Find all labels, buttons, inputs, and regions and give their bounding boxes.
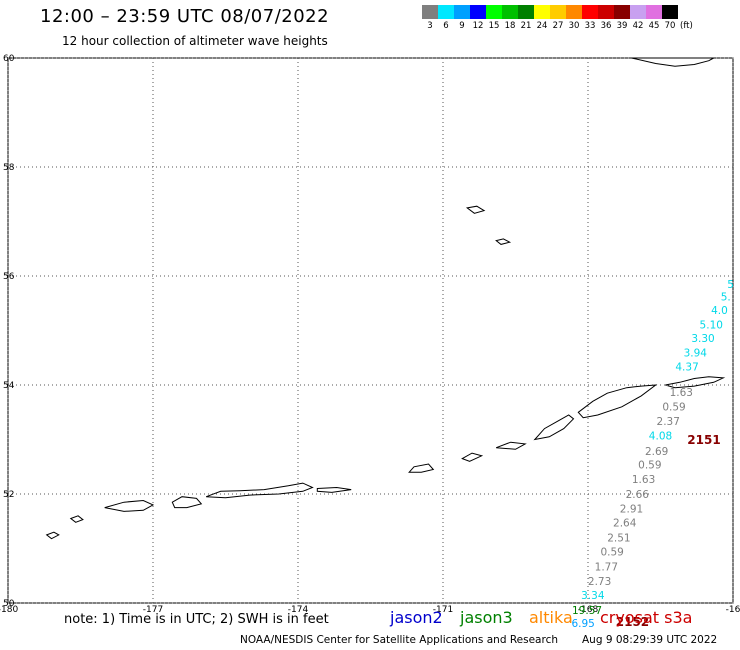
island-coastline bbox=[665, 376, 726, 389]
wave-height-value: 2.64 bbox=[613, 518, 637, 530]
wave-height-value: 4.08 bbox=[649, 431, 672, 443]
wave-height-value: 19.57 bbox=[572, 605, 602, 617]
lat-tick-label: 54 bbox=[3, 381, 15, 391]
legend-label-70: 70 bbox=[664, 21, 676, 31]
satellite-jason2-label: jason2 bbox=[390, 608, 443, 627]
legend-swatch-33 bbox=[582, 5, 598, 19]
legend-swatch-9 bbox=[454, 5, 470, 19]
legend-label-12: 12 bbox=[472, 21, 484, 31]
lon-tick-label: -180 bbox=[0, 605, 18, 615]
generation-timestamp: Aug 9 08:29:39 UTC 2022 bbox=[582, 634, 718, 646]
island-coastline bbox=[495, 238, 512, 245]
legend-swatch-18 bbox=[502, 5, 518, 19]
satellite-jason3-label: jason3 bbox=[460, 608, 513, 627]
satellite-cryosat-s3a-label: cryosat s3a bbox=[600, 608, 693, 627]
wave-height-value: 4.0 bbox=[711, 305, 728, 317]
legend-swatch-3 bbox=[422, 5, 438, 19]
map-title: 12:00 – 23:59 UTC 08/07/2022 bbox=[40, 6, 330, 27]
wave-height-value: 2.91 bbox=[620, 504, 643, 516]
wave-height-value: 2.73 bbox=[588, 576, 611, 588]
island-coastline bbox=[577, 384, 658, 419]
wave-height-color-legend bbox=[422, 5, 678, 19]
legend-label-27: 27 bbox=[552, 21, 564, 31]
lat-tick-label: 60 bbox=[3, 54, 15, 64]
legend-label-15: 15 bbox=[488, 21, 500, 31]
legend-label-42: 42 bbox=[632, 21, 644, 31]
legend-swatch-70 bbox=[662, 5, 678, 19]
island-coastline bbox=[316, 486, 352, 493]
lon-tick-label: -168 bbox=[578, 605, 599, 615]
legend-unit: (ft) bbox=[680, 21, 693, 31]
legend-swatch-21 bbox=[518, 5, 534, 19]
legend-label-36: 36 bbox=[600, 21, 612, 31]
island-coastline bbox=[206, 482, 314, 499]
legend-label-9: 9 bbox=[459, 21, 465, 31]
wave-height-value: 1.63 bbox=[670, 387, 693, 399]
lat-tick-label: 56 bbox=[3, 272, 15, 282]
map-subtitle: 12 hour collection of altimeter wave hei… bbox=[62, 34, 328, 48]
legend-label-33: 33 bbox=[584, 21, 596, 31]
legend-swatch-39 bbox=[614, 5, 630, 19]
wave-height-value: 4.37 bbox=[675, 361, 698, 373]
wave-height-value: 3.34 bbox=[581, 590, 605, 602]
lat-tick-label: 52 bbox=[3, 490, 14, 500]
credit-line: NOAA/NESDIS Center for Satellite Applica… bbox=[240, 634, 558, 646]
legend-label-30: 30 bbox=[568, 21, 580, 31]
legend-label-39: 39 bbox=[616, 21, 628, 31]
legend-swatch-27 bbox=[550, 5, 566, 19]
legend-swatch-36 bbox=[598, 5, 614, 19]
units-note: note: 1) Time is in UTC; 2) SWH is in fe… bbox=[64, 612, 329, 627]
island-coastline bbox=[408, 463, 435, 473]
legend-label-45: 45 bbox=[648, 21, 660, 31]
wave-height-value: 1.77 bbox=[595, 561, 618, 573]
island-coastline bbox=[461, 452, 484, 462]
legend-swatch-45 bbox=[646, 5, 662, 19]
lon-tick-label: -177 bbox=[143, 605, 163, 615]
wave-height-value: 1.63 bbox=[632, 474, 655, 486]
legend-swatch-30 bbox=[566, 5, 582, 19]
wave-height-value: 2.51 bbox=[607, 532, 630, 544]
island-coastline bbox=[69, 515, 84, 523]
legend-swatch-15 bbox=[486, 5, 502, 19]
island-coastline bbox=[104, 499, 155, 512]
wave-height-value: 2.69 bbox=[645, 446, 668, 458]
wave-height-value: 5 bbox=[727, 279, 734, 291]
island-coastline bbox=[465, 205, 486, 214]
wave-height-value: 3.94 bbox=[684, 348, 708, 360]
island-coastline bbox=[496, 441, 527, 450]
lat-tick-label: 50 bbox=[3, 599, 15, 609]
lat-tick-label: 58 bbox=[3, 163, 15, 173]
wave-height-value: 0.59 bbox=[600, 547, 623, 559]
lon-tick-label: -174 bbox=[288, 605, 309, 615]
legend-swatch-12 bbox=[470, 5, 486, 19]
legend-label-18: 18 bbox=[504, 21, 516, 31]
legend-label-24: 24 bbox=[536, 21, 548, 31]
wave-height-value: 0.59 bbox=[638, 459, 661, 471]
wave-height-value: 0.59 bbox=[662, 402, 685, 414]
legend-swatch-6 bbox=[438, 5, 454, 19]
lon-tick-label: -171 bbox=[433, 605, 453, 615]
island-coastline bbox=[171, 496, 203, 509]
satellite-altika-label: altika bbox=[529, 608, 573, 627]
wave-height-value: 2.66 bbox=[626, 489, 650, 501]
legend-label-6: 6 bbox=[443, 21, 449, 31]
lon-tick-label: -16 bbox=[726, 605, 740, 615]
island-coastline bbox=[533, 414, 575, 441]
island-coastline bbox=[45, 531, 60, 540]
wave-height-value: 6.95 bbox=[571, 618, 594, 630]
legend-swatch-24 bbox=[534, 5, 550, 19]
wave-height-value: 5.10 bbox=[700, 319, 723, 331]
legend-label-3: 3 bbox=[427, 21, 433, 31]
island-coastline bbox=[631, 57, 714, 67]
legend-swatch-42 bbox=[630, 5, 646, 19]
wave-height-value: 3.30 bbox=[691, 333, 714, 345]
legend-label-21: 21 bbox=[520, 21, 532, 31]
wave-height-legend-labels: 3 6 9 12 15 18 21 24 27 30 33 36 39 42 45 70 (ft) bbox=[422, 21, 693, 33]
pass-time-label: 2151 bbox=[687, 433, 720, 447]
wave-height-value: 5. bbox=[721, 292, 731, 304]
pass-time-label: 2152 bbox=[616, 615, 649, 629]
wave-height-value: 2.37 bbox=[657, 416, 680, 428]
